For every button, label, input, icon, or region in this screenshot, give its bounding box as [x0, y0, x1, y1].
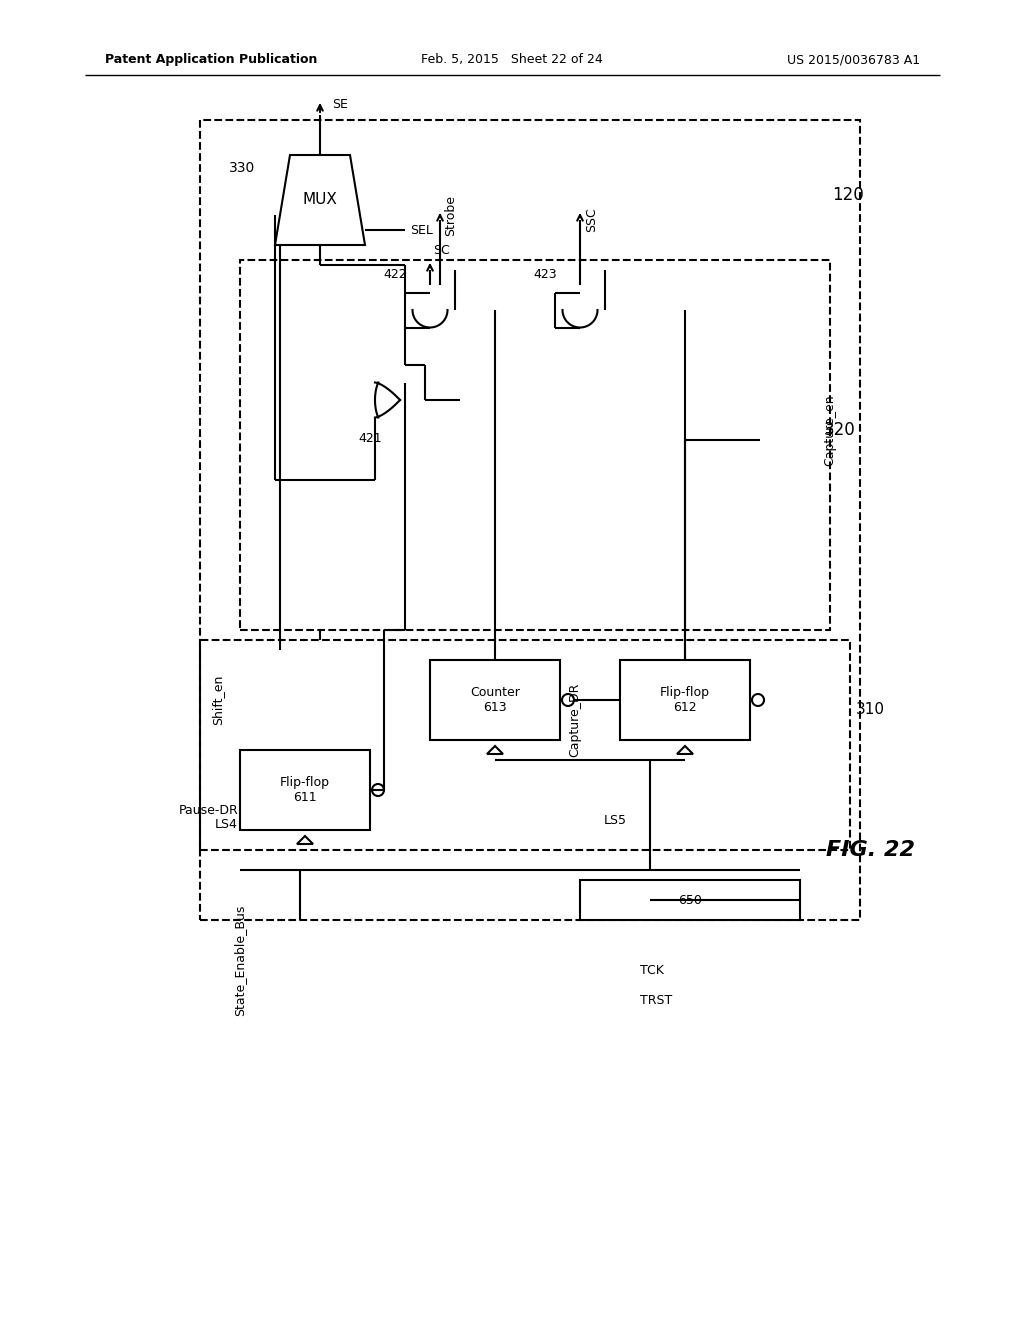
Text: Counter
613: Counter 613	[470, 686, 520, 714]
Text: 310: 310	[855, 702, 885, 718]
Text: FIG. 22: FIG. 22	[825, 840, 914, 861]
Text: 650: 650	[678, 894, 701, 907]
Bar	[200, 640, 850, 850]
Text: Shift_en: Shift_en	[212, 675, 224, 725]
Text: 120: 120	[833, 186, 864, 205]
Text: Patent Application Publication: Patent Application Publication	[105, 54, 317, 66]
Text: LS4: LS4	[215, 818, 238, 832]
Text: US 2015/0036783 A1: US 2015/0036783 A1	[786, 54, 920, 66]
Text: TCK: TCK	[640, 964, 664, 977]
Text: MUX: MUX	[302, 193, 338, 207]
Text: Flip-flop
612: Flip-flop 612	[660, 686, 710, 714]
Text: SEL: SEL	[410, 223, 433, 236]
Text: SC: SC	[433, 243, 450, 256]
Text: TRST: TRST	[640, 994, 672, 1006]
Text: Capture_en: Capture_en	[823, 395, 837, 466]
Text: 320: 320	[824, 421, 856, 440]
Text: Feb. 5, 2015   Sheet 22 of 24: Feb. 5, 2015 Sheet 22 of 24	[421, 54, 603, 66]
Bar	[240, 750, 370, 830]
Text: 421: 421	[358, 432, 382, 445]
Text: LS5: LS5	[603, 813, 627, 826]
Text: Strobe: Strobe	[444, 194, 457, 235]
Text: 422: 422	[383, 268, 407, 281]
Bar	[430, 660, 560, 741]
Bar	[580, 880, 800, 920]
Text: 423: 423	[534, 268, 557, 281]
Text: SE: SE	[332, 99, 348, 111]
Text: 330: 330	[228, 161, 255, 176]
Text: Flip-flop
611: Flip-flop 611	[280, 776, 330, 804]
Text: State_Enable_Bus: State_Enable_Bus	[233, 904, 247, 1015]
Text: Capture_DR: Capture_DR	[568, 682, 582, 758]
Bar	[240, 260, 830, 630]
Text: Pause-DR: Pause-DR	[178, 804, 238, 817]
Bar	[200, 120, 860, 920]
Bar	[620, 660, 750, 741]
Text: SSC: SSC	[585, 207, 598, 232]
